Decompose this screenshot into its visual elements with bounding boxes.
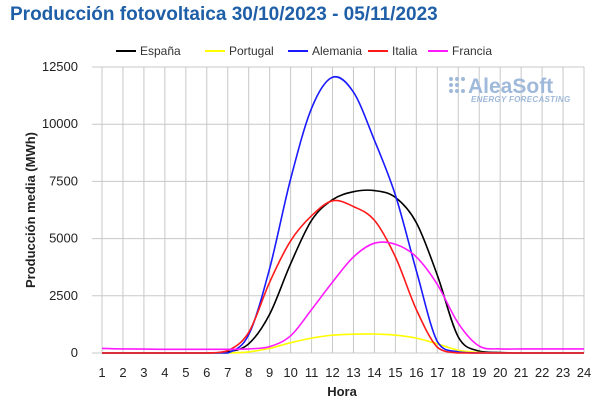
logo-dots-icon xyxy=(449,77,465,93)
y-tick-labels: 0 2500 5000 7500 10000 12500 xyxy=(42,59,78,360)
x-tick-label: 10 xyxy=(283,365,297,380)
x-tick-label: 21 xyxy=(514,365,528,380)
logo-name: AleaSoft xyxy=(468,75,553,98)
x-tick-label: 1 xyxy=(98,365,105,380)
legend: España Portugal Alemania Italia Francia xyxy=(116,44,492,58)
legend-label: Alemania xyxy=(312,44,362,58)
x-tick-label: 20 xyxy=(493,365,507,380)
x-tick-label: 4 xyxy=(161,365,168,380)
x-tick-label: 16 xyxy=(409,365,423,380)
x-tick-label: 23 xyxy=(556,365,570,380)
logo-tagline: ENERGY FORECASTING xyxy=(471,95,571,104)
legend-label: España xyxy=(140,44,181,58)
x-tick-label: 14 xyxy=(367,365,381,380)
legend-item-alemania: Alemania xyxy=(288,44,362,58)
x-tick-label: 7 xyxy=(224,365,231,380)
series-lines xyxy=(101,75,584,354)
legend-item-italia: Italia xyxy=(368,44,418,58)
chart-title: Producción fotovoltaica 30/10/2023 - 05/… xyxy=(10,4,438,25)
legend-label: Portugal xyxy=(229,44,274,58)
x-tick-label: 13 xyxy=(346,365,360,380)
x-tick-label: 6 xyxy=(203,365,210,380)
x-tick-labels: 1 2 3 4 5 6 7 8 9 10 11 12 13 14 15 16 17 18 19 20 21 22 23 24 xyxy=(98,365,591,380)
y-tick-label: 10000 xyxy=(42,116,78,131)
x-tick-label: 12 xyxy=(325,365,339,380)
series-line-portugal xyxy=(102,333,584,354)
series-line-alemania xyxy=(102,75,584,354)
x-tick-label: 8 xyxy=(245,365,252,380)
x-tick-label: 17 xyxy=(430,365,444,380)
x-tick-label: 5 xyxy=(182,365,189,380)
series-line-francia xyxy=(101,241,584,351)
x-tick-label: 24 xyxy=(577,365,591,380)
y-tick-label: 2500 xyxy=(49,288,78,303)
x-tick-label: 2 xyxy=(119,365,126,380)
y-tick-label: 12500 xyxy=(42,59,78,74)
gridlines xyxy=(92,66,585,354)
x-tick-label: 3 xyxy=(140,365,147,380)
series-line-espana xyxy=(102,189,584,354)
x-tick-label: 18 xyxy=(451,365,465,380)
x-tick-label: 11 xyxy=(305,365,319,380)
legend-label: Francia xyxy=(452,44,492,58)
aleasoft-logo: AleaSoft ENERGY FORECASTING xyxy=(449,75,571,104)
y-tick-label: 7500 xyxy=(49,173,78,188)
legend-item-espana: España xyxy=(116,44,181,58)
y-tick-label: 0 xyxy=(71,345,78,360)
x-tick-label: 9 xyxy=(266,365,273,380)
x-tick-label: 22 xyxy=(535,365,549,380)
legend-label: Italia xyxy=(392,44,418,58)
x-tick-label: 15 xyxy=(388,365,402,380)
x-tick-label: 19 xyxy=(472,365,486,380)
legend-item-francia: Francia xyxy=(428,44,492,58)
legend-item-portugal: Portugal xyxy=(205,44,274,58)
y-tick-label: 5000 xyxy=(49,231,78,246)
series-line-italia xyxy=(102,199,584,354)
y-axis-label: Producción media (MWh) xyxy=(23,132,38,288)
x-axis-label: Hora xyxy=(327,384,357,399)
